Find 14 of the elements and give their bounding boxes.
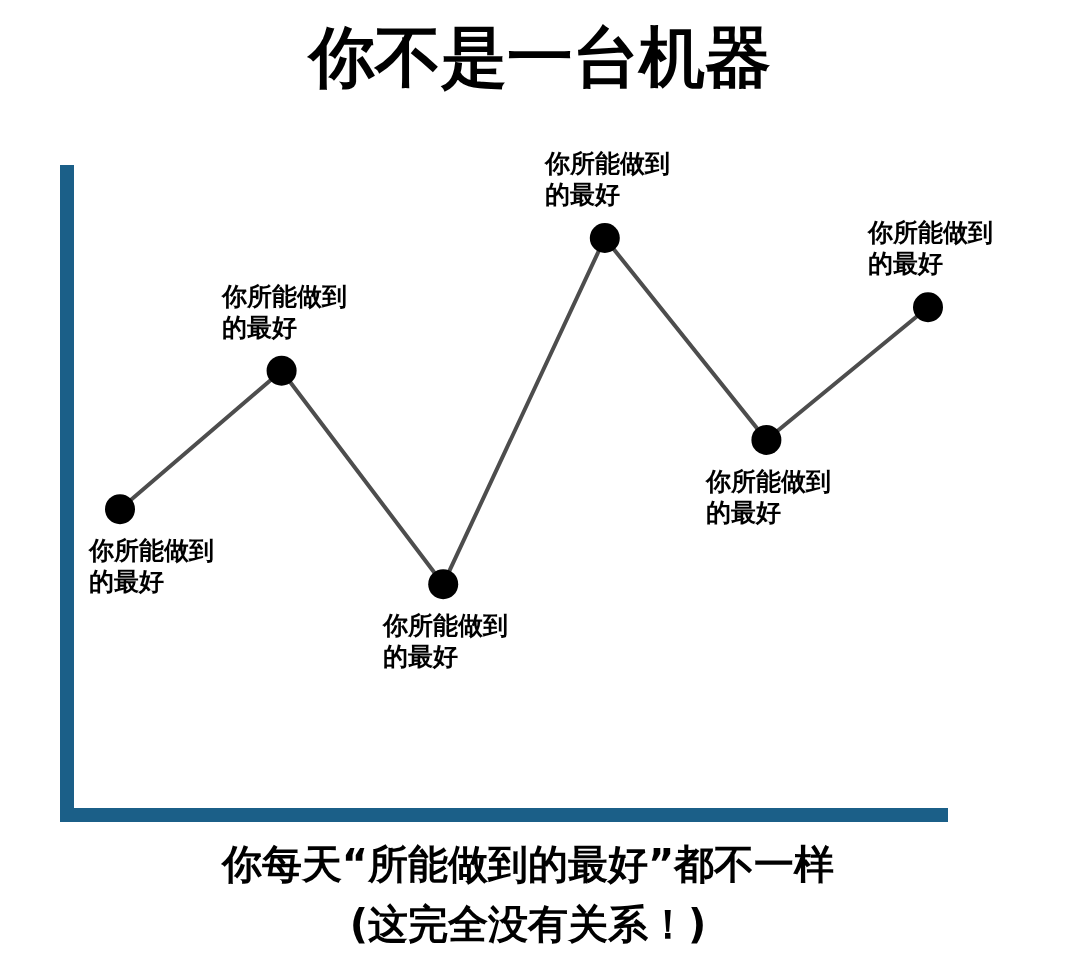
point — [105, 494, 135, 525]
point — [913, 292, 943, 323]
point — [428, 569, 459, 600]
annotation: 你所能做到的最好 — [867, 218, 993, 279]
annotation: 你所能做到的最好 — [382, 611, 509, 672]
text: 你所能做到的最好 — [543, 149, 670, 209]
chart-title: 你不是一台机器 — [306, 19, 771, 96]
annotation: 你所能做到的最好 — [88, 536, 214, 597]
point — [589, 223, 620, 253]
x-axis-title: 你每天“所能做到的最好”都不一样 (这完全没有关系！) — [219, 841, 835, 947]
annotation: 你所能做到的最好 — [220, 281, 347, 342]
point — [751, 424, 782, 455]
point — [266, 355, 297, 386]
annotation: 你所能做到的最好 — [705, 466, 832, 527]
